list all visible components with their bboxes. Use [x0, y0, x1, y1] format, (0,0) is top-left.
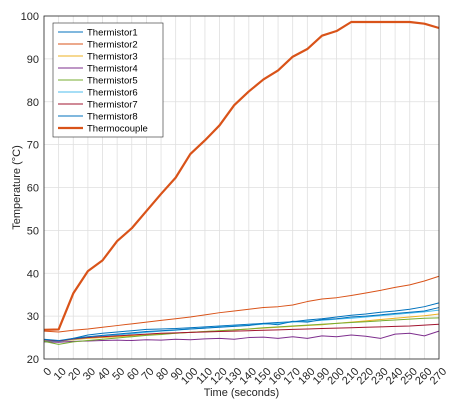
- legend-entry: Thermistor2: [87, 40, 138, 51]
- legend-entry: Thermistor6: [87, 88, 138, 99]
- legend-entry: Thermistor8: [87, 112, 138, 123]
- series-line-thermistor2: [43, 275, 440, 333]
- series-line-thermistor5: [43, 317, 440, 345]
- series-group: [43, 20, 440, 345]
- series-line-thermocouple: [43, 20, 440, 331]
- y-tick-label: 80: [27, 97, 39, 109]
- legend-entry: Thermistor5: [87, 76, 138, 87]
- y-tick-labels: 20 30 40 50 60 70 80 90 100: [21, 11, 39, 366]
- series-line-thermistor4: [43, 330, 440, 343]
- legend-entry: Thermistor7: [87, 100, 138, 111]
- y-tick-label: 20: [27, 354, 39, 366]
- series-line-thermistor7: [43, 323, 440, 342]
- y-tick-label: 90: [27, 54, 39, 66]
- y-axis-title: Temperature (°C): [11, 145, 23, 229]
- x-tick-labels: 0102030405060708090100110120130140150160…: [41, 366, 449, 387]
- legend-entry: Thermistor4: [87, 64, 138, 75]
- series-line-thermistor1: [43, 302, 440, 343]
- x-axis-title: Time (seconds): [204, 387, 279, 399]
- legend-entry: Thermistor3: [87, 52, 138, 63]
- legend-entry: Thermocouple: [87, 124, 148, 135]
- y-tick-label: 30: [27, 311, 39, 323]
- series-line-thermistor8: [43, 307, 440, 342]
- y-tick-label: 50: [27, 225, 39, 237]
- y-tick-label: 100: [21, 11, 39, 23]
- legend-entry: Thermistor1: [87, 28, 138, 39]
- x-tick-label: 270: [428, 366, 449, 387]
- x-tick-label: 0: [41, 366, 54, 379]
- plot-frame: [43, 15, 440, 360]
- legend: Thermistor1Thermistor2Thermistor3Thermis…: [52, 22, 164, 138]
- y-tick-label: 60: [27, 183, 39, 195]
- y-tick-label: 70: [27, 140, 39, 152]
- y-tick-label: 40: [27, 268, 39, 280]
